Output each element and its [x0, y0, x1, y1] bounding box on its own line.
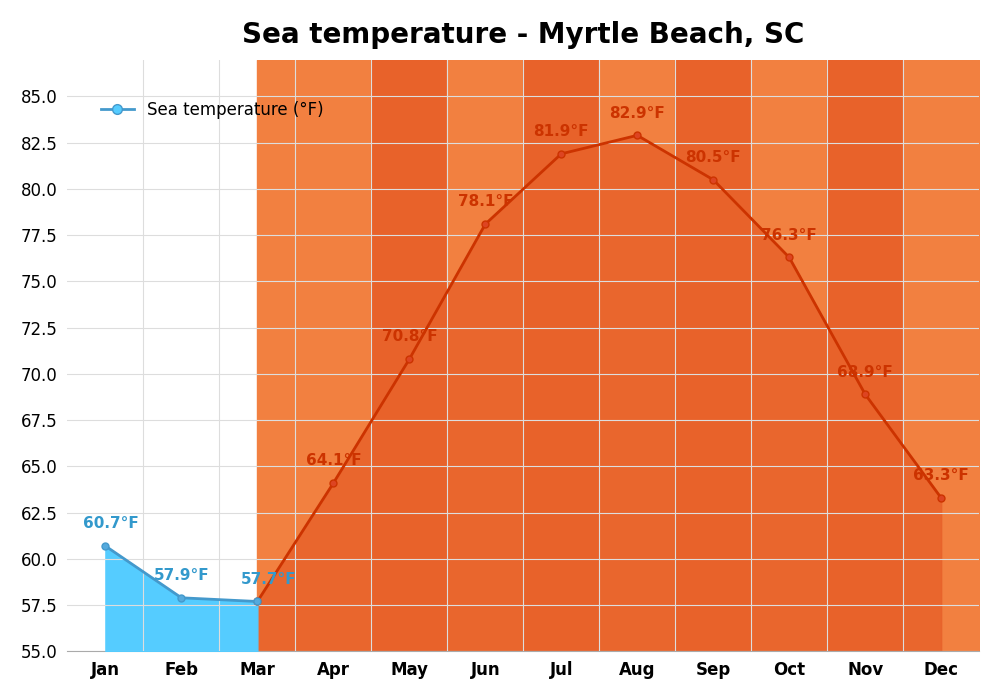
Text: 82.9°F: 82.9°F [609, 106, 665, 120]
Title: Sea temperature - Myrtle Beach, SC: Sea temperature - Myrtle Beach, SC [242, 21, 804, 49]
Text: 76.3°F: 76.3°F [761, 228, 817, 243]
Text: 80.5°F: 80.5°F [685, 150, 741, 165]
Legend: Sea temperature (°F): Sea temperature (°F) [94, 94, 331, 126]
Text: 68.9°F: 68.9°F [837, 365, 893, 379]
Text: 81.9°F: 81.9°F [534, 124, 589, 139]
Text: 63.3°F: 63.3°F [913, 468, 969, 483]
Text: 70.8°F: 70.8°F [382, 330, 437, 344]
Text: 78.1°F: 78.1°F [458, 195, 513, 209]
Text: 64.1°F: 64.1°F [306, 454, 361, 468]
Text: 57.7°F: 57.7°F [241, 572, 297, 587]
Text: 57.9°F: 57.9°F [154, 568, 209, 583]
Text: 60.7°F: 60.7°F [83, 516, 138, 531]
